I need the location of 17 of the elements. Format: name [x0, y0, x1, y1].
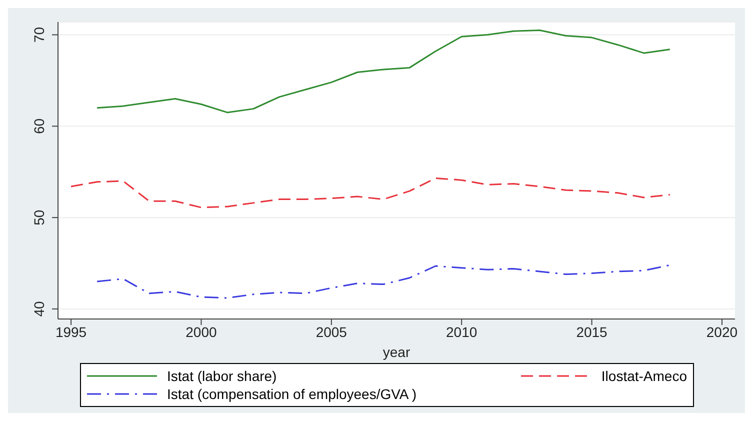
- y-tick-label: 50: [31, 210, 47, 226]
- legend-label: Ilostat-Ameco: [601, 368, 687, 384]
- y-tick-label: 60: [31, 118, 47, 134]
- x-tick-label: 2015: [576, 324, 608, 340]
- legend-label: Istat (compensation of employees/GVA ): [167, 386, 417, 402]
- x-axis-title: year: [382, 344, 410, 360]
- line-series: [96, 29, 671, 114]
- line-series: [70, 178, 671, 208]
- legend-label: Istat (labor share): [167, 368, 277, 384]
- x-tick-label: 2005: [316, 324, 348, 340]
- x-tick-label: 2000: [186, 324, 217, 340]
- x-tick-label: 1995: [55, 324, 87, 340]
- y-tick-label: 70: [31, 26, 47, 43]
- x-tick-label: 2010: [446, 324, 478, 340]
- x-tick-label: 2020: [706, 324, 738, 340]
- y-tick-label: 40: [31, 300, 47, 317]
- line-series: [96, 264, 671, 299]
